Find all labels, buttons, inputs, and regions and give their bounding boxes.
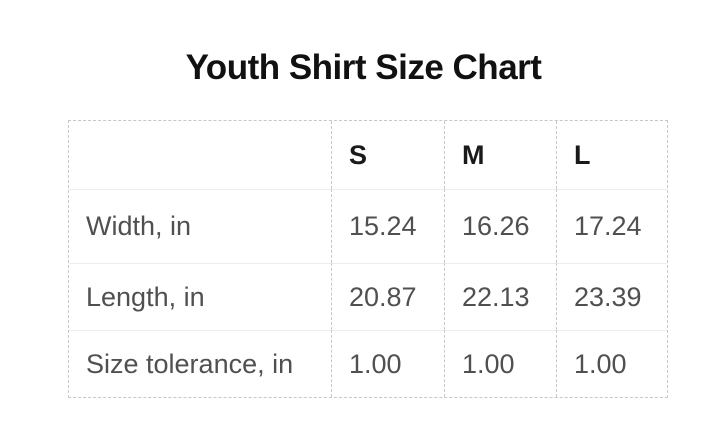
cell-width-s: 15.24	[331, 189, 444, 263]
cell-width-l: 17.24	[556, 189, 667, 263]
cell-length-l: 23.39	[556, 263, 667, 330]
size-chart-table: S M L Width, in 15.24 16.26 17.24 Length…	[68, 120, 668, 398]
cell-length-m: 22.13	[444, 263, 556, 330]
header-cell-s: S	[331, 121, 444, 189]
row-label-size-tolerance: Size tolerance, in	[69, 330, 331, 397]
cell-width-m: 16.26	[444, 189, 556, 263]
row-label-width: Width, in	[69, 189, 331, 263]
row-label-length: Length, in	[69, 263, 331, 330]
cell-length-s: 20.87	[331, 263, 444, 330]
cell-tolerance-s: 1.00	[331, 330, 444, 397]
header-cell-l: L	[556, 121, 667, 189]
header-cell-empty	[69, 121, 331, 189]
cell-tolerance-l: 1.00	[556, 330, 667, 397]
cell-tolerance-m: 1.00	[444, 330, 556, 397]
page-title: Youth Shirt Size Chart	[185, 48, 542, 87]
header-cell-m: M	[444, 121, 556, 189]
